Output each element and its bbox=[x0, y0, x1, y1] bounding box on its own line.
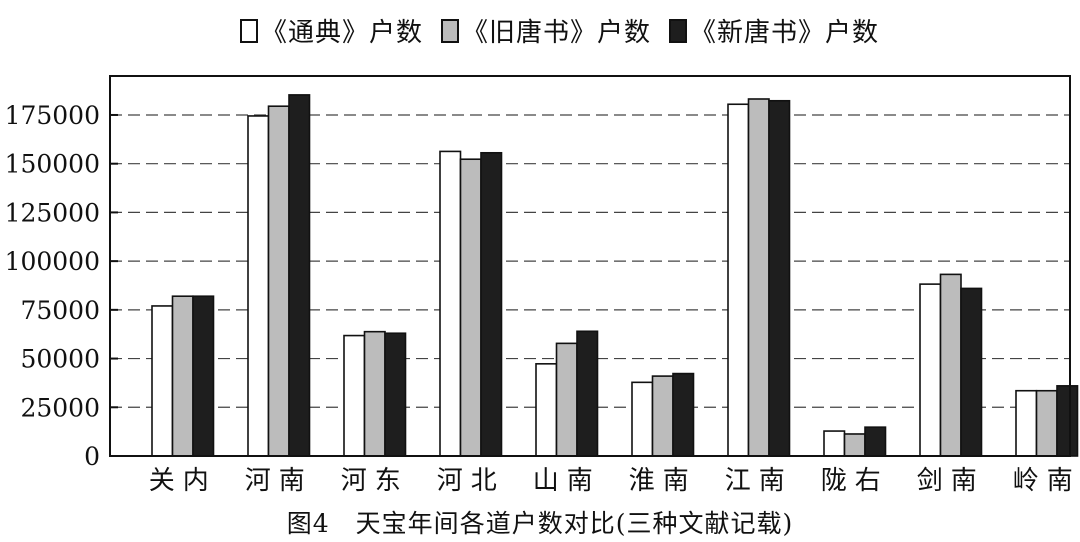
bar-tongdian bbox=[439, 150, 462, 457]
bar-xintangshu bbox=[192, 295, 215, 457]
figure-caption: 图4 天宝年间各道户数对比(三种文献记载) bbox=[286, 509, 794, 538]
y-tick-label: 25000 bbox=[20, 393, 100, 422]
legend-label-xintangshu: 《新唐书》户数 bbox=[690, 18, 880, 48]
bars bbox=[151, 94, 1079, 457]
legend-item-xintangshu: 《新唐书》户数 bbox=[669, 12, 879, 49]
y-tick-label: 75000 bbox=[20, 296, 100, 325]
bar-tongdian bbox=[343, 334, 366, 457]
legend-item-tongdian: 《通典》户数 bbox=[240, 12, 423, 49]
bar-jiutangshu bbox=[843, 433, 866, 457]
bar-tongdian bbox=[247, 115, 270, 457]
bar-jiutangshu bbox=[171, 295, 194, 457]
bar-jiutangshu bbox=[1035, 389, 1058, 457]
bar-tongdian bbox=[535, 363, 558, 457]
legend-label-tongdian: 《通典》户数 bbox=[261, 18, 424, 48]
y-axis-ticks: 0 25000 50000 75000 100000 125000 150000 175000 bbox=[5, 101, 118, 471]
bar-tongdian bbox=[1015, 389, 1038, 457]
plot-area-frame bbox=[109, 75, 1071, 457]
chart-legend: 《通典》户数 《旧唐书》户数 《新唐书》户数 bbox=[240, 12, 879, 49]
bar-jiutangshu bbox=[267, 105, 290, 457]
y-tick-label: 100000 bbox=[5, 247, 100, 276]
y-tick-label: 150000 bbox=[5, 150, 100, 179]
legend-swatch-xintangshu bbox=[669, 18, 688, 43]
x-tick-label: 陇右 bbox=[821, 466, 889, 496]
bar-jiutangshu bbox=[459, 158, 482, 457]
bar-jiutangshu bbox=[363, 330, 386, 457]
bar-xintangshu bbox=[864, 426, 887, 457]
bar-xintangshu bbox=[480, 151, 503, 457]
x-tick-label: 河东 bbox=[341, 466, 409, 496]
y-tick-label: 125000 bbox=[5, 198, 100, 227]
bar-jiutangshu bbox=[939, 273, 962, 457]
x-axis-labels: 关内 河南 河东 河北 山南 淮南 江南 陇右 剑南 岭南 bbox=[149, 466, 1080, 496]
y-tick-label: 175000 bbox=[5, 101, 100, 130]
bar-jiutangshu bbox=[747, 98, 770, 457]
bar-xintangshu bbox=[576, 330, 599, 457]
legend-item-jiutangshu: 《旧唐书》户数 bbox=[441, 12, 651, 49]
bar-tongdian bbox=[631, 381, 654, 457]
bar-tongdian bbox=[151, 305, 174, 457]
bar-xintangshu bbox=[1056, 385, 1079, 457]
bar-tongdian bbox=[727, 103, 750, 457]
x-tick-label: 关内 bbox=[149, 466, 217, 496]
x-tick-label: 河南 bbox=[245, 466, 313, 496]
y-tick-label: 0 bbox=[84, 442, 100, 471]
bar-jiutangshu bbox=[555, 342, 578, 457]
bar-tongdian bbox=[919, 283, 942, 457]
bar-xintangshu bbox=[672, 372, 695, 457]
bar-jiutangshu bbox=[651, 375, 674, 457]
x-tick-label: 江南 bbox=[725, 466, 793, 496]
legend-swatch-jiutangshu bbox=[441, 18, 460, 43]
x-tick-label: 山南 bbox=[533, 466, 601, 496]
x-tick-label: 淮南 bbox=[629, 466, 697, 496]
legend-label-jiutangshu: 《旧唐书》户数 bbox=[462, 18, 652, 48]
legend-swatch-tongdian bbox=[240, 18, 258, 43]
bar-xintangshu bbox=[288, 94, 311, 457]
bar-tongdian bbox=[823, 430, 846, 457]
x-tick-label: 河北 bbox=[437, 466, 505, 496]
x-tick-label: 剑南 bbox=[917, 466, 985, 496]
x-tick-label: 岭南 bbox=[1013, 466, 1080, 496]
bar-xintangshu bbox=[768, 99, 791, 457]
y-tick-label: 50000 bbox=[20, 345, 100, 374]
bar-xintangshu bbox=[384, 332, 407, 457]
bar-xintangshu bbox=[960, 287, 983, 457]
